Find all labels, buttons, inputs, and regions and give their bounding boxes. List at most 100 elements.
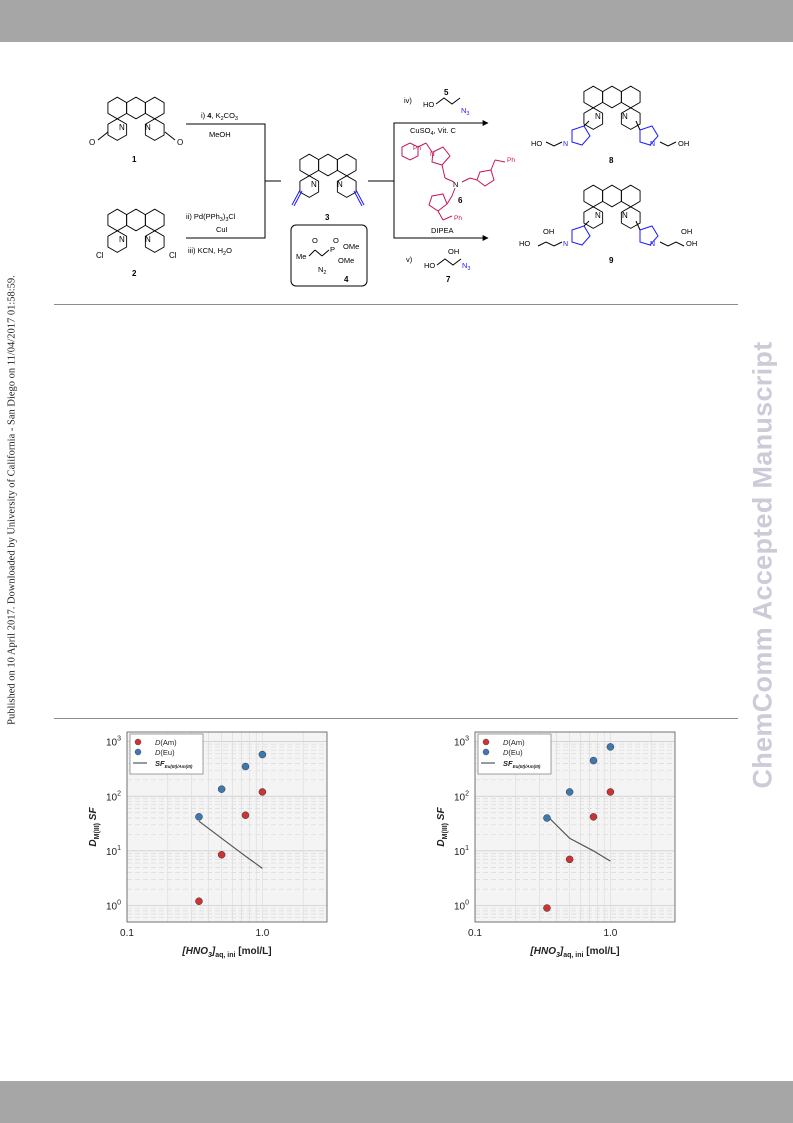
watermark-text: ChemComm Accepted Manuscript bbox=[747, 341, 778, 789]
svg-text:Ph: Ph bbox=[454, 215, 462, 222]
point-d-eu bbox=[195, 813, 203, 821]
compound-9: N N N N HO OH OH OH 9 bbox=[519, 184, 697, 265]
svg-text:N: N bbox=[119, 235, 125, 244]
svg-text:Ph: Ph bbox=[507, 157, 515, 164]
y-tick-label: 102 bbox=[106, 790, 121, 803]
svg-text:v): v) bbox=[406, 255, 413, 264]
legend-marker-am bbox=[134, 738, 142, 746]
svg-text:HO: HO bbox=[531, 139, 542, 148]
point-d-eu bbox=[565, 788, 574, 796]
point-d-am bbox=[589, 813, 598, 821]
sf-series-line bbox=[546, 815, 611, 862]
svg-text:O: O bbox=[312, 236, 318, 245]
publication-note: Published on 10 April 2017. Downloaded b… bbox=[6, 275, 18, 725]
legend-label-am: D(Am) bbox=[503, 738, 525, 747]
point-d-eu bbox=[217, 785, 226, 793]
svg-text:OH: OH bbox=[681, 227, 692, 236]
legend-marker-eu bbox=[482, 748, 490, 756]
svg-text:N: N bbox=[453, 180, 458, 189]
svg-text:N: N bbox=[145, 123, 151, 132]
divider-top bbox=[54, 304, 738, 305]
plot-frame bbox=[474, 731, 676, 923]
y-axis-label: DM(III) SF bbox=[436, 807, 449, 847]
x-tick-label: 0.1 bbox=[120, 928, 134, 939]
legend-label-sf: SFEu(III)/Am(III) bbox=[503, 759, 541, 769]
y-tick-label: 103 bbox=[454, 736, 469, 749]
y-tick-label: 102 bbox=[454, 790, 469, 803]
legend: D(Am)D(Eu) SFEu(III)/Am(III) bbox=[477, 733, 552, 775]
svg-text:DIPEA: DIPEA bbox=[431, 226, 454, 235]
svg-text:N: N bbox=[650, 141, 655, 148]
svg-text:N: N bbox=[430, 151, 435, 158]
svg-text:N: N bbox=[595, 112, 601, 121]
svg-text:N: N bbox=[595, 211, 601, 220]
svg-text:N: N bbox=[622, 112, 628, 121]
publication-sidebar: Published on 10 April 2017. Downloaded b… bbox=[2, 270, 22, 730]
x-tick-label: 1.0 bbox=[603, 928, 617, 939]
svg-text:OMe: OMe bbox=[338, 256, 354, 265]
legend-label-sf: SFEu(III)/Am(III) bbox=[155, 759, 193, 769]
svg-text:OH: OH bbox=[543, 227, 554, 236]
svg-text:6: 6 bbox=[458, 196, 463, 205]
svg-text:N2: N2 bbox=[318, 265, 326, 276]
y-tick-label: 100 bbox=[454, 900, 469, 913]
svg-text:Ph: Ph bbox=[413, 145, 421, 152]
sf-series-line bbox=[198, 820, 263, 869]
svg-text:N3: N3 bbox=[461, 106, 469, 117]
legend-marker-eu bbox=[134, 748, 142, 756]
svg-text:ii) Pd(PPh3)3Cl: ii) Pd(PPh3)3Cl bbox=[186, 212, 236, 223]
y-tick-label: 103 bbox=[106, 736, 121, 749]
svg-text:Cl: Cl bbox=[96, 251, 104, 260]
legend-label-eu: D(Eu) bbox=[503, 748, 523, 757]
svg-text:N3: N3 bbox=[462, 261, 470, 272]
svg-text:8: 8 bbox=[609, 156, 614, 165]
svg-text:i) 4, K2CO3: i) 4, K2CO3 bbox=[201, 111, 238, 122]
svg-text:9: 9 bbox=[609, 256, 614, 265]
svg-text:N: N bbox=[622, 211, 628, 220]
legend-box bbox=[477, 733, 552, 775]
y-axis-label: DM(III) SF bbox=[88, 807, 101, 847]
legend: D(Am)D(Eu) SFEu(III)/Am(III) bbox=[129, 733, 204, 775]
compound-1: N N O O 1 bbox=[89, 96, 183, 164]
point-d-am bbox=[606, 788, 615, 796]
svg-text:HO: HO bbox=[423, 100, 434, 109]
point-d-am bbox=[543, 904, 551, 912]
accepted-manuscript-watermark: ChemComm Accepted Manuscript bbox=[738, 300, 788, 830]
svg-text:HO: HO bbox=[519, 239, 530, 248]
svg-text:Me: Me bbox=[296, 252, 306, 261]
x-tick-label: 0.1 bbox=[468, 928, 482, 939]
x-axis-label: [HNO3]aq, ini [mol/L] bbox=[181, 946, 271, 959]
compound-4: O O P OMe OMe Me N2 4 bbox=[290, 224, 368, 287]
svg-text:N: N bbox=[311, 180, 317, 189]
svg-text:N: N bbox=[119, 123, 125, 132]
compound-3: N N 3 bbox=[291, 153, 365, 222]
compound-2: N N Cl Cl 2 bbox=[96, 208, 177, 278]
svg-text:7: 7 bbox=[446, 275, 451, 284]
svg-text:MeOH: MeOH bbox=[209, 130, 231, 139]
point-d-am bbox=[241, 811, 250, 819]
point-d-eu bbox=[241, 762, 250, 771]
svg-text:OMe: OMe bbox=[343, 242, 359, 251]
y-tick-label: 100 bbox=[106, 900, 121, 913]
divider-bottom bbox=[54, 718, 738, 719]
svg-text:4: 4 bbox=[344, 275, 349, 284]
legend-box bbox=[129, 733, 204, 775]
point-d-eu bbox=[258, 750, 267, 759]
svg-text:HO: HO bbox=[424, 261, 435, 270]
svg-text:O: O bbox=[89, 138, 95, 147]
svg-text:CuI: CuI bbox=[216, 225, 228, 234]
svg-text:O: O bbox=[333, 236, 339, 245]
point-d-am bbox=[217, 851, 226, 859]
svg-text:O: O bbox=[177, 138, 183, 147]
svg-text:OH: OH bbox=[448, 247, 459, 256]
reaction-scheme: N N O O 1 N N Cl Cl 2 i) 4, K2CO3 MeOH i… bbox=[89, 85, 697, 287]
point-d-eu bbox=[606, 743, 615, 751]
plot-frame bbox=[126, 731, 328, 923]
svg-text:2: 2 bbox=[132, 269, 137, 278]
svg-text:iv): iv) bbox=[404, 96, 412, 105]
point-d-eu bbox=[543, 814, 551, 822]
compound-6 bbox=[401, 142, 506, 221]
svg-text:N: N bbox=[650, 241, 655, 248]
legend-marker-am bbox=[482, 738, 490, 746]
chart-right: 100 101 102 103 0.1 1.0 [HNO3]aq, ini [mol/L] D… bbox=[436, 731, 676, 959]
